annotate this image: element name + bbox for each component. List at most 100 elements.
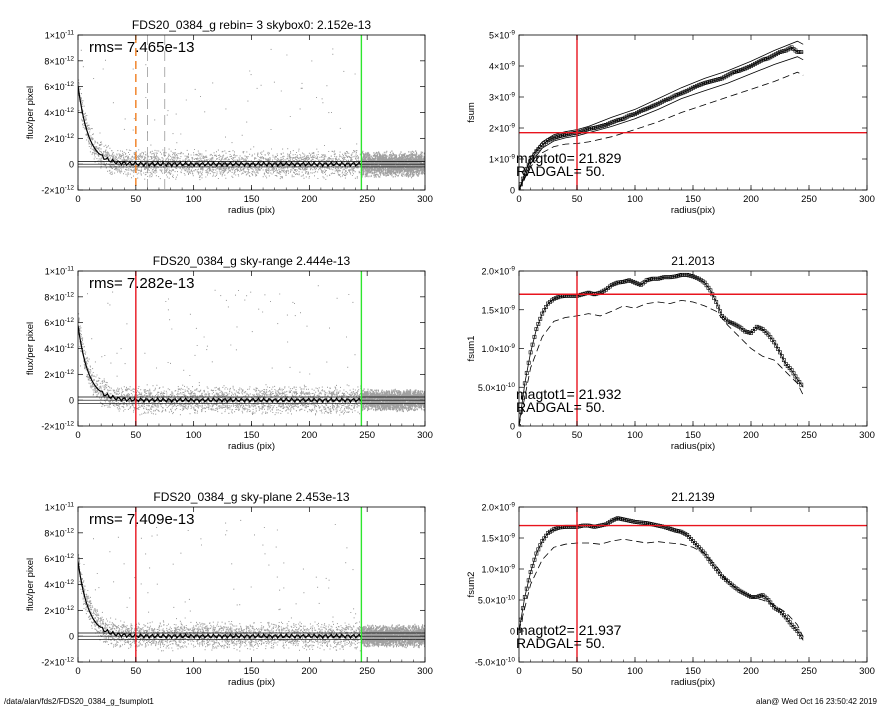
cumulative-flux-point (633, 280, 637, 285)
x-tick-label: 250 (359, 666, 375, 677)
cumulative-flux-point (534, 551, 539, 556)
cumulative-flux-point (665, 97, 670, 102)
y-tick-label: 1.5×10-9 (481, 304, 515, 315)
cumulative-flux-point (640, 108, 645, 113)
cumulative-flux-point (555, 526, 560, 530)
cumulative-flux-point (758, 593, 763, 598)
cumulative-flux-point (766, 56, 771, 61)
cumulative-flux-point (553, 296, 558, 301)
cumulative-flux-point (606, 521, 610, 526)
cumulative-flux-point (546, 531, 550, 535)
cumulative-flux-point (638, 520, 643, 525)
y-tick-label: 6×10-12 (44, 317, 74, 328)
cumulative-flux-point (611, 119, 616, 124)
cumulative-flux-point (557, 134, 562, 138)
cumulative-flux-point (652, 276, 657, 281)
radial-profile-line (78, 561, 362, 640)
rms-annotation: rms= 7.282e-13 (89, 275, 194, 292)
x-tick-label: 150 (685, 430, 701, 441)
y-tick-label: 5×10-9 (489, 30, 515, 41)
cumulative-flux-point (540, 311, 545, 316)
plot-area (519, 35, 867, 190)
cumulative-flux-point (631, 279, 635, 284)
y-tick-label: 0 (69, 396, 74, 406)
cumulative-flux-point (700, 81, 705, 86)
plot-area (78, 35, 425, 190)
cumulative-flux-point (635, 111, 639, 115)
cumulative-flux-point (683, 89, 688, 94)
x-tick-label: 200 (743, 666, 759, 677)
cumulative-flux-point (706, 285, 711, 290)
y-axis-label: fsum (466, 102, 477, 123)
x-tick-label: 250 (801, 666, 817, 677)
chart-p5: 0 50 100 150 200 250 300 1×10-11 8×10-12 6×10-12 4… (25, 490, 433, 688)
cumulative-flux-point (642, 107, 647, 112)
y-tick-label: -2×10-12 (41, 185, 74, 196)
radial-profile-line (78, 325, 362, 404)
y-tick-label: 4×10-12 (44, 579, 74, 590)
cumulative-flux-point (677, 529, 682, 534)
x-tick-label: 150 (244, 666, 260, 677)
y-tick-label: -5.0×10-10 (475, 657, 516, 668)
radgal-annotation: RADGAL= 50. (516, 399, 605, 415)
cumulative-flux-point (685, 88, 690, 93)
x-tick-label: 200 (743, 194, 759, 205)
cumulative-flux-point (619, 117, 624, 122)
y-tick-label: 8×10-12 (44, 291, 74, 302)
y-tick-label: 8×10-12 (44, 527, 74, 538)
cumulative-flux-point (762, 57, 767, 62)
y-tick-label: 4×10-12 (44, 107, 74, 118)
cumulative-flux-point (625, 114, 630, 119)
radgal-annotation: RADGAL= 50. (516, 635, 605, 651)
cumulative-flux-point (677, 273, 682, 278)
cumulative-flux-point (706, 80, 711, 84)
cumulative-flux-point (694, 543, 699, 548)
cumulative-flux-point (652, 522, 657, 527)
cumulative-flux-point (778, 609, 782, 614)
cumulative-flux-point (772, 605, 777, 610)
cumulative-flux-point (778, 50, 782, 54)
y-tick-label: 2.0×10-9 (481, 266, 515, 277)
cumulative-flux-point (760, 57, 765, 62)
cumulative-flux-point (532, 334, 537, 339)
pixel-points (78, 519, 363, 652)
cumulative-flux-point (793, 374, 798, 379)
x-tick-label: 200 (301, 430, 317, 441)
cumulative-flux-point (648, 277, 653, 282)
cumulative-flux-point (627, 278, 632, 283)
cumulative-flux-point (613, 281, 618, 286)
cumulative-flux-point (783, 48, 788, 53)
cumulative-flux-point (694, 276, 699, 280)
cumulative-flux-point (683, 531, 688, 536)
cumulative-flux-point (727, 320, 732, 325)
cumulative-flux-point (731, 321, 736, 326)
chart-title: 21.2013 (671, 254, 715, 268)
y-tick-label: 1×10-11 (45, 266, 75, 277)
cumulative-flux-point (720, 76, 724, 81)
cumulative-flux-point (727, 72, 732, 77)
cumulative-flux-point (665, 526, 670, 530)
cumulative-flux-point (679, 272, 684, 277)
cumulative-flux-point (737, 588, 742, 593)
cumulative-flux-point (604, 123, 608, 127)
cumulative-flux-point (611, 517, 616, 522)
cumulative-flux-point (708, 288, 713, 293)
cumulative-flux-point (698, 82, 703, 87)
cumulative-flux-point (751, 329, 755, 333)
cumulative-flux-point (654, 276, 659, 281)
cumulative-flux-point (584, 127, 589, 132)
cumulative-flux-point (743, 329, 748, 334)
cumulative-flux-point (685, 532, 690, 537)
cumulative-flux-point (689, 537, 693, 541)
x-tick-label: 300 (417, 194, 433, 205)
cumulative-flux-point (783, 615, 788, 620)
cumulative-flux-point (772, 340, 777, 345)
cumulative-flux-point (602, 522, 606, 527)
cumulative-flux-point (702, 280, 707, 285)
plot-area (78, 271, 425, 426)
x-tick-label: 50 (572, 194, 583, 205)
x-axis-label: radius(pix) (671, 205, 715, 216)
x-tick-label: 250 (801, 430, 817, 441)
cumulative-flux-point (754, 324, 759, 329)
cumulative-flux-point (524, 371, 529, 375)
